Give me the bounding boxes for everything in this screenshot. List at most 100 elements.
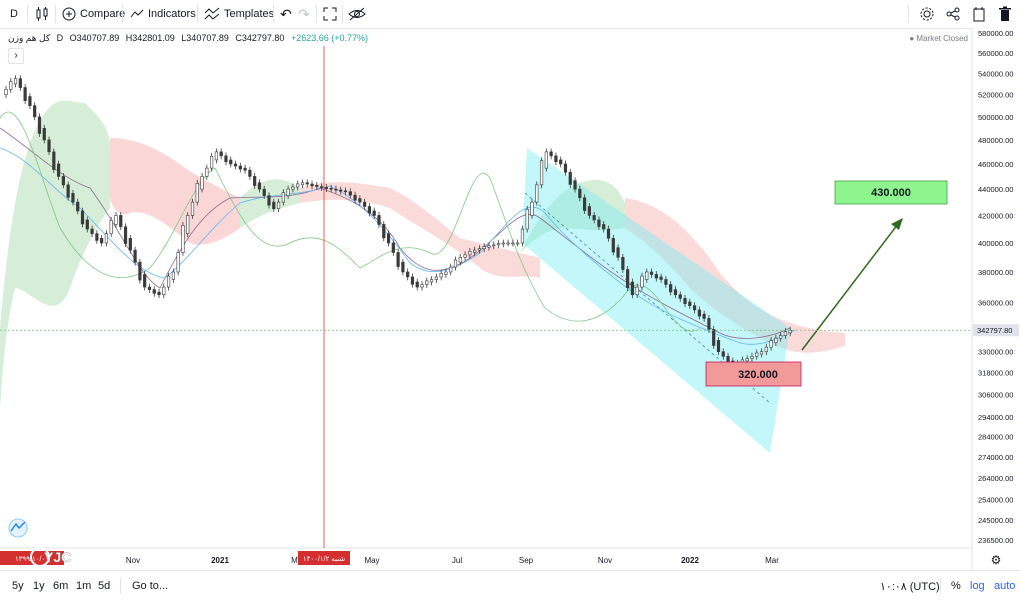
hide-eye-icon[interactable] [348,0,366,28]
redo-icon[interactable]: ↷ [298,5,310,22]
candle-body [61,176,65,186]
candle-body [243,167,247,171]
candle-body [4,89,8,96]
price-tick-label: 440000.00 [978,185,1013,194]
candle-body [582,197,587,211]
bottom-toolbar: 5y 1y 6m 1m 5d Go to... ۱۰:۰۸ (UTC) % lo… [0,570,1020,601]
range-1m[interactable]: 1m [76,571,91,601]
plus-circle-icon [62,7,76,21]
interval-button[interactable]: D [10,0,18,28]
candle-body [348,191,352,196]
time-tick-label: Mar [765,556,779,565]
range-6m[interactable]: 6m [53,571,68,601]
candle-body [559,159,563,165]
settings-gear-icon[interactable] [919,0,935,28]
candle-body [157,291,161,296]
undo-icon[interactable]: ↶ [280,5,292,22]
watermark-logo: YJC [44,549,71,565]
price-chart[interactable]: 430.000 320.000 580000.00 560000.00 540000.… [0,28,1020,570]
candle-body [358,198,362,203]
candle-body [697,309,701,317]
candle-body [85,219,89,230]
ohlc-legend: کل هم وزن D O340707.89 H342801.09 L34070… [8,33,372,44]
goto-button[interactable]: Go to... [132,571,168,601]
candle-body [487,245,491,248]
candle-body [501,242,505,245]
compare-label: Compare [80,8,126,20]
toolbar-divider [122,5,123,23]
candle-body [563,163,568,173]
candle-body [37,116,42,134]
log-toggle[interactable]: log [970,571,985,601]
fullscreen-icon[interactable] [323,0,337,28]
share-icon[interactable] [946,0,960,28]
candle-body [769,340,773,348]
candle-body [645,271,649,280]
templates-icon [204,7,220,20]
indicators-button[interactable]: Indicators [130,0,196,28]
candle-body [152,289,156,294]
range-5y[interactable]: 5y [12,571,24,601]
indicators-icon [130,9,144,18]
axes: 580000.00 560000.00 540000.00 520000.00 5000… [0,28,1020,570]
candle-body [229,159,233,165]
market-status-label: Market Closed [916,34,968,43]
bottom-divider [940,578,941,594]
candle-body [453,259,458,268]
symbol-name[interactable]: کل هم وزن [8,33,51,43]
goto-label: Go to... [132,580,169,592]
candle-body [343,190,348,193]
candle-body [262,188,266,196]
time-tick-label: Nov [126,556,140,565]
candle-body [176,252,180,273]
candle-body [425,280,429,285]
candle-body [788,329,792,334]
range-5d-label: 5d [98,580,111,592]
candles-style-button[interactable] [34,0,50,28]
candle-body [377,215,381,225]
price-tick-label: 420000.00 [978,211,1013,220]
price-tick-label: 540000.00 [978,69,1013,78]
bottom-divider [120,578,121,594]
candle-body [511,242,515,245]
candle-body [214,151,219,161]
candle-body [210,155,214,169]
auto-toggle[interactable]: auto [994,571,1015,601]
candle-body [291,186,295,190]
object-tree-icon[interactable] [972,0,986,28]
support-price-box [705,361,802,387]
candle-body [382,224,386,239]
timezone-button[interactable]: ۱۰:۰۸ (UTC) [880,571,940,601]
candle-body [195,183,199,203]
range-1y[interactable]: 1y [33,571,45,601]
candle-body [578,188,582,199]
candle-body [707,318,711,330]
toolbar-divider [908,5,909,23]
candle-body [669,284,673,293]
candle-body [166,275,171,288]
candle-body [606,228,611,239]
percent-toggle[interactable]: % [951,571,961,601]
legend-low: L340707.89 [181,33,229,43]
trash-icon[interactable] [999,0,1011,28]
candle-body [248,169,252,177]
candle-body [530,201,534,216]
range-5d[interactable]: 5d [98,571,110,601]
candle-body [281,192,285,203]
top-toolbar: D Compare Indicators Templates ↶ ↷ [0,0,1020,29]
candle-body [439,273,443,278]
candle-body [128,238,132,251]
candle-body [319,186,324,188]
market-status: ● Market Closed [909,34,968,43]
candle-body [621,257,625,270]
price-tick-label: 274000.00 [978,453,1013,462]
compare-button[interactable]: Compare [62,0,125,28]
candles-icon [36,7,48,21]
candle-body [473,249,477,253]
target-price-label: 430.000 [871,187,911,199]
templates-button[interactable]: Templates [204,0,274,28]
candle-body [640,275,644,288]
candle-body [80,210,85,225]
legend-expand-chevron-icon[interactable]: › [8,48,24,64]
candle-body [587,206,591,216]
